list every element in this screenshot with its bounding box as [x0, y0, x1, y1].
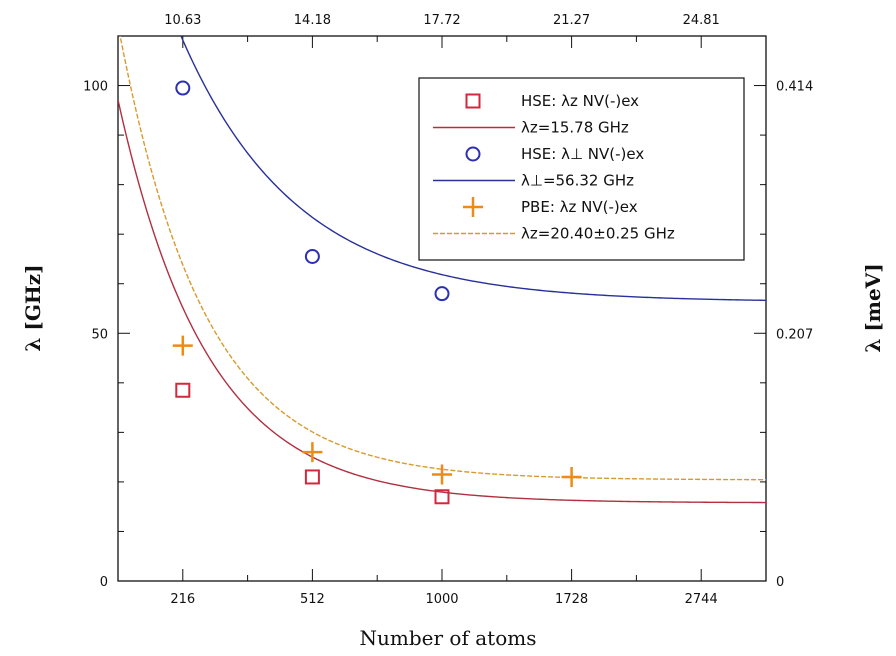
x-tick-label: 512 — [300, 592, 325, 607]
y-tick-label: 0 — [100, 575, 108, 590]
fit-curve — [180, 36, 766, 302]
axis-ticks: 21610.6351214.18100017.72172821.27274424… — [83, 13, 813, 607]
circle-marker — [304, 248, 320, 264]
plus-marker — [172, 335, 193, 356]
y2-tick-label: 0 — [776, 575, 784, 590]
circle-marker — [434, 286, 450, 302]
plus-marker — [463, 197, 483, 217]
x-top-tick-label: 10.63 — [164, 13, 201, 28]
legend-label: λz=15.78 GHz — [521, 119, 629, 137]
plus-marker — [561, 466, 582, 487]
square-marker — [304, 469, 320, 485]
legend-entries: HSE: λz NV(-)ex λz=15.78 GHz HSE: λ⊥ NV(-)… — [433, 92, 675, 243]
plus-marker — [302, 442, 323, 463]
y2-tick-label: 0.414 — [776, 80, 813, 95]
plus-marker — [432, 464, 452, 485]
square-marker — [175, 382, 191, 398]
legend-label: HSE: λz NV(-)ex — [521, 92, 639, 110]
x-top-tick-label: 21.27 — [553, 13, 590, 28]
legend-label: PBE: λz NV(-)ex — [521, 198, 638, 216]
legend-label: λ⊥=56.32 GHz — [521, 172, 634, 190]
data-markers — [172, 80, 582, 505]
fit-curves — [118, 36, 766, 504]
fit-curve — [119, 36, 766, 481]
fit-curve — [118, 99, 766, 504]
y2-tick-label: 0.207 — [776, 327, 813, 342]
y2-axis-label: λ [meV] — [861, 263, 885, 352]
square-marker — [434, 489, 450, 505]
y-tick-label: 50 — [91, 327, 108, 342]
x-tick-label: 2744 — [685, 592, 718, 607]
y-axis-label: λ [GHz] — [21, 264, 45, 351]
legend-label: λz=20.40±0.25 GHz — [521, 225, 675, 243]
x-top-tick-label: 17.72 — [423, 13, 460, 28]
x-top-tick-label: 14.18 — [294, 13, 331, 28]
circle-marker — [175, 80, 191, 96]
x-tick-label: 1728 — [555, 592, 588, 607]
circle-marker — [465, 146, 481, 162]
legend: HSE: λz NV(-)ex λz=15.78 GHz HSE: λ⊥ NV(-)… — [418, 77, 745, 261]
x-tick-label: 1000 — [425, 592, 458, 607]
x-tick-label: 216 — [170, 592, 195, 607]
legend-label: HSE: λ⊥ NV(-)ex — [521, 145, 644, 163]
x-axis-label: Number of atoms — [360, 626, 537, 650]
x-top-tick-label: 24.81 — [683, 13, 720, 28]
y-tick-label: 100 — [83, 80, 108, 95]
square-marker — [465, 93, 481, 109]
